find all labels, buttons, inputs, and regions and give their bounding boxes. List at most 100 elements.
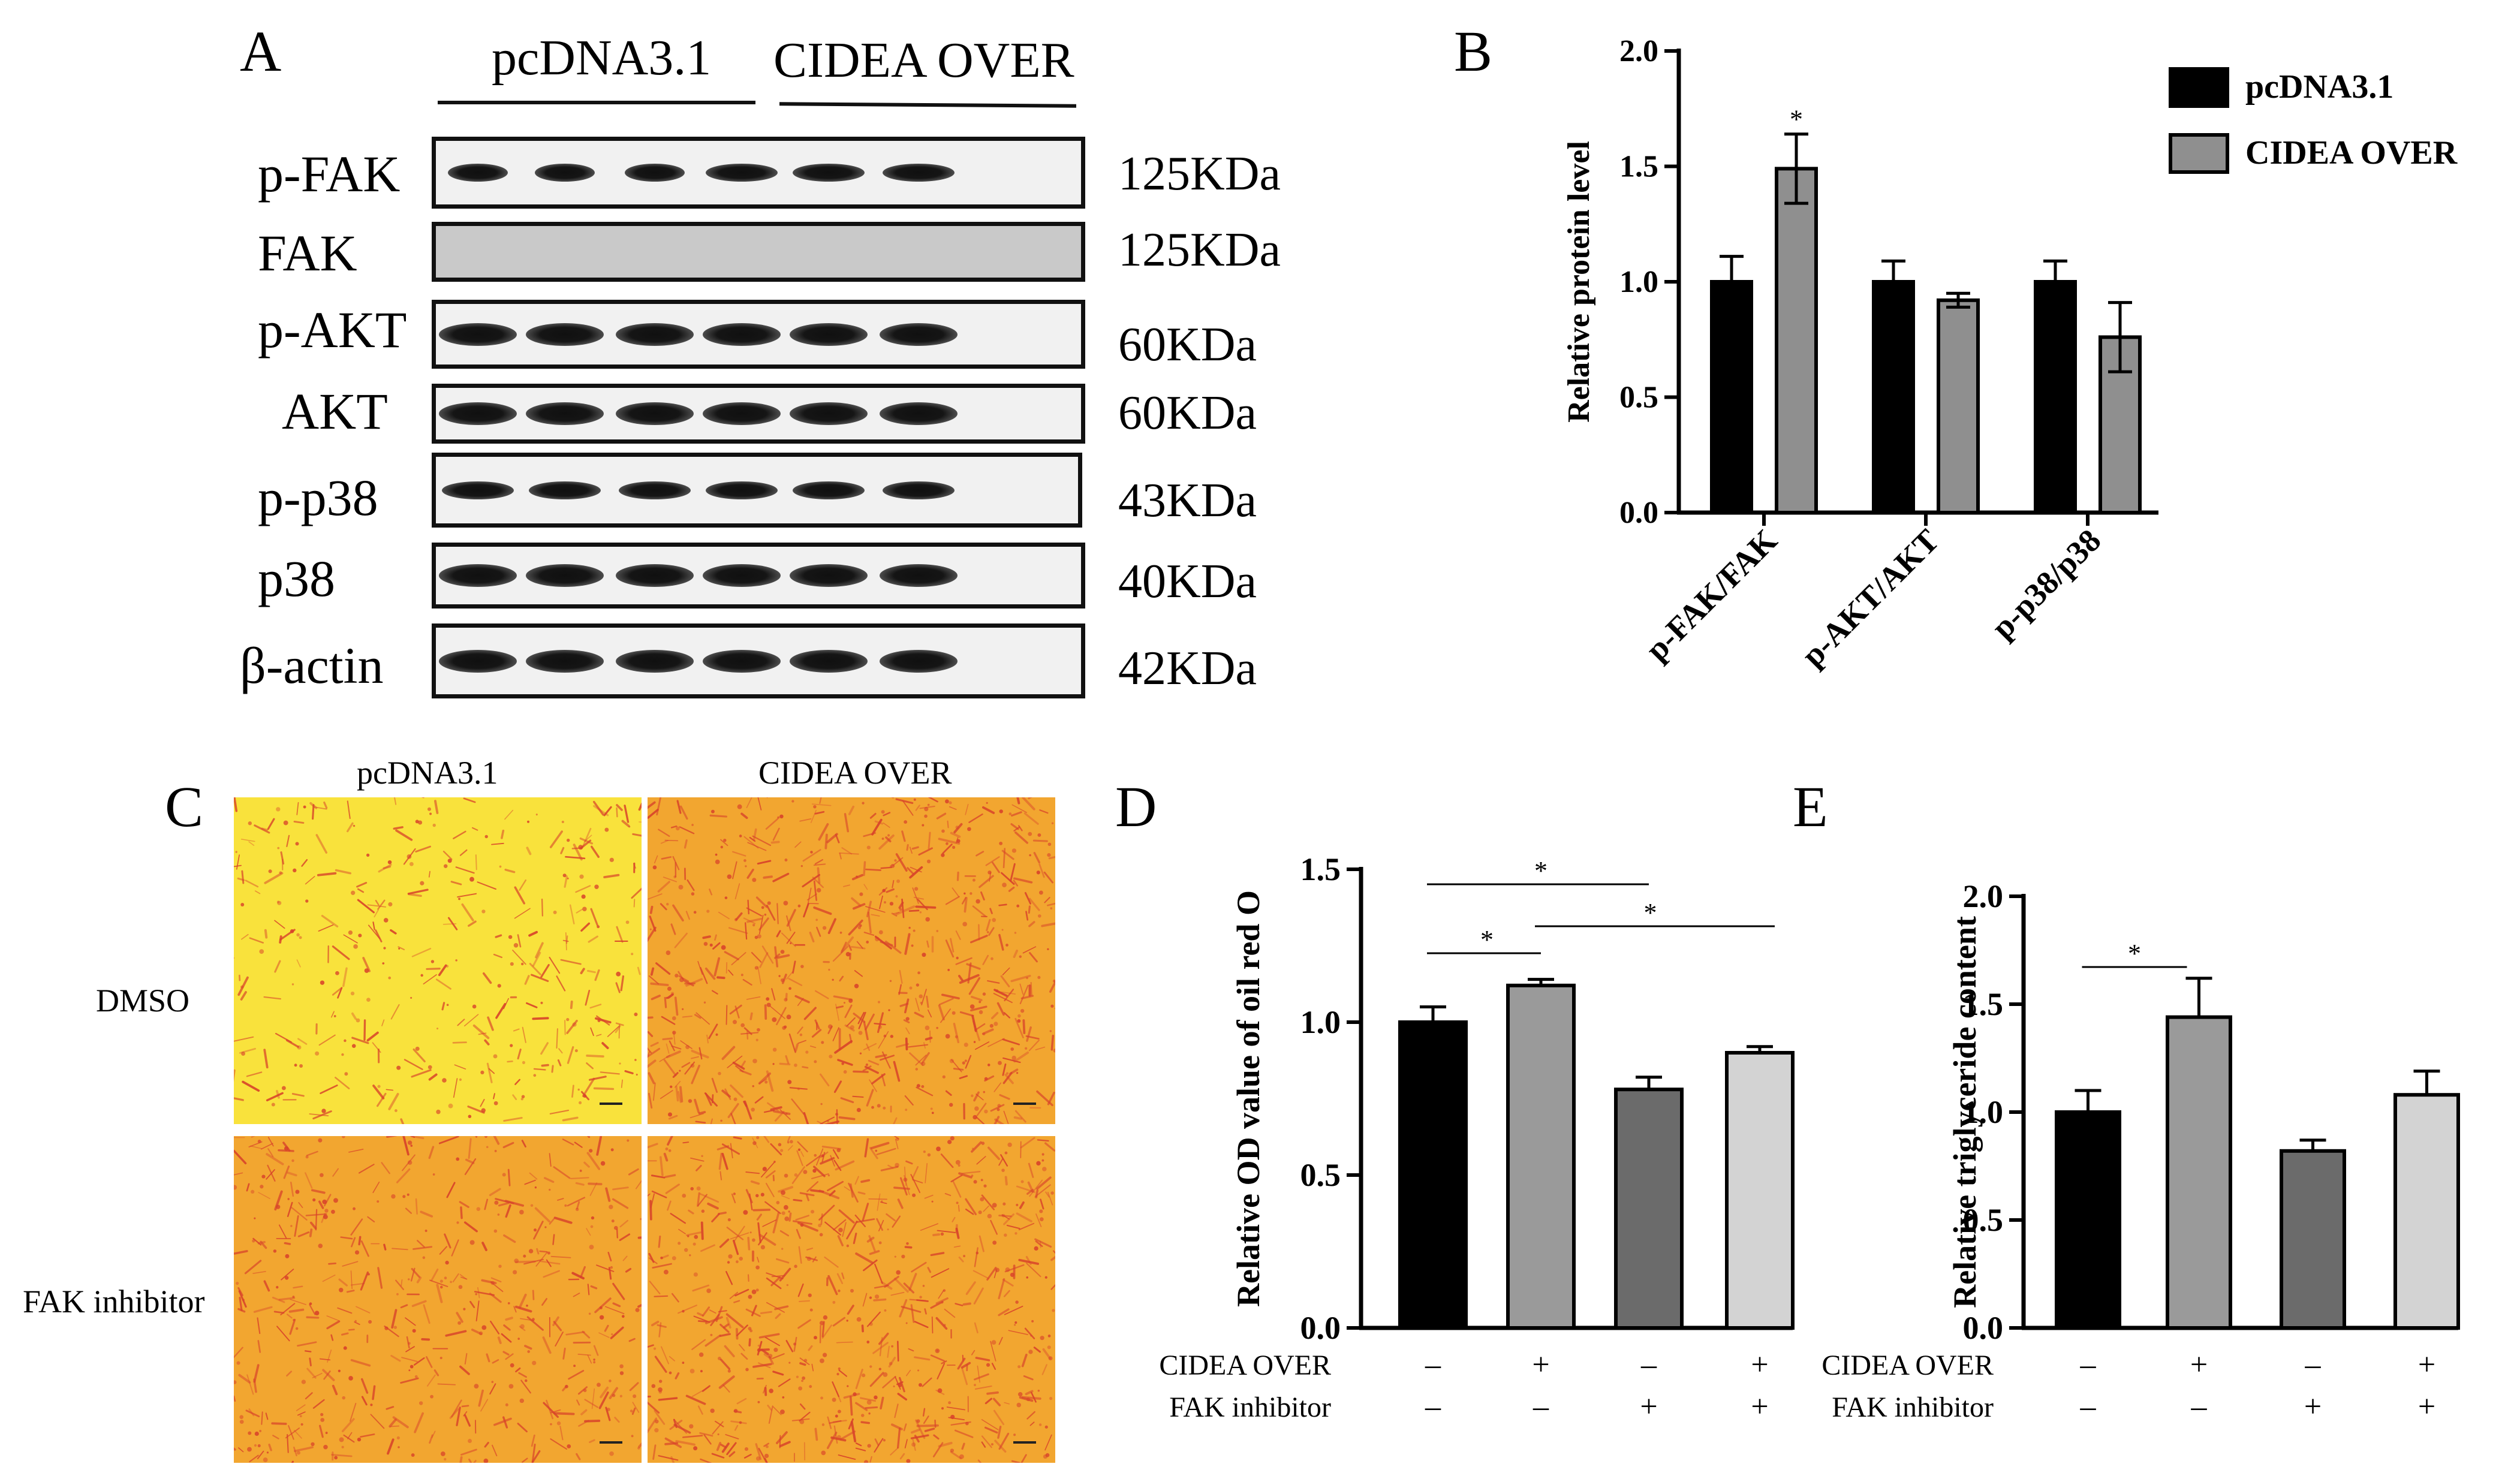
lipid-droplet	[950, 938, 955, 953]
lipid-droplet	[875, 936, 880, 942]
lipid-droplet	[986, 918, 991, 932]
lipid-droplet	[341, 1418, 355, 1432]
lipid-droplet	[925, 1025, 930, 1031]
lipid-droplet	[583, 1094, 587, 1098]
lipid-droplet	[249, 937, 264, 944]
lipid-droplet	[761, 1162, 775, 1178]
wb-band	[526, 564, 604, 587]
lipid-droplet	[718, 1071, 721, 1076]
lipid-droplet	[648, 809, 659, 819]
lipid-droplet	[797, 1040, 806, 1044]
lipid-droplet	[306, 1367, 317, 1379]
lipid-droplet	[787, 1136, 791, 1142]
lipid-droplet	[577, 1088, 580, 1091]
lipid-droplet	[704, 1093, 712, 1106]
lipid-droplet	[703, 1001, 706, 1004]
lipid-droplet	[941, 1360, 947, 1364]
lipid-droplet	[849, 1396, 853, 1416]
lipid-droplet	[604, 827, 609, 832]
lipid-droplet	[965, 1281, 976, 1296]
lipid-droplet	[959, 1011, 974, 1017]
lipid-droplet	[709, 1309, 716, 1314]
lipid-droplet	[609, 1204, 613, 1209]
lipid-droplet	[497, 984, 501, 988]
lipid-droplet	[549, 1218, 555, 1225]
lipid-droplet	[367, 904, 387, 908]
lipid-droplet	[1011, 811, 1022, 817]
lipid-droplet	[561, 820, 564, 824]
lipid-droplet	[1022, 946, 1037, 954]
lipid-droplet	[707, 1202, 719, 1210]
lipid-droplet	[981, 1419, 999, 1430]
lipid-droplet	[300, 1423, 303, 1426]
lipid-droplet	[484, 1198, 489, 1210]
lipid-droplet	[590, 1225, 594, 1228]
lipid-droplet	[587, 1354, 592, 1364]
lipid-droplet	[582, 1330, 591, 1339]
lipid-droplet	[850, 1025, 854, 1030]
lipid-droplet	[760, 1192, 764, 1197]
lipid-droplet	[854, 1215, 866, 1227]
lipid-droplet	[539, 1260, 561, 1265]
lipid-droplet	[893, 1186, 910, 1190]
lipid-droplet	[521, 1140, 526, 1148]
lipid-droplet	[1010, 974, 1031, 983]
lipid-droplet	[416, 1276, 422, 1284]
lipid-droplet	[258, 1192, 270, 1200]
lipid-droplet	[576, 1399, 580, 1406]
lipid-droplet	[772, 1017, 777, 1022]
wb-protein-label: β-actin	[240, 637, 384, 694]
lipid-droplet	[482, 972, 492, 984]
lipid-droplet	[444, 1233, 451, 1249]
wb-band	[616, 564, 694, 587]
lipid-droplet	[290, 929, 294, 933]
lipid-droplet	[674, 1080, 681, 1088]
lipid-droplet	[1014, 1232, 1017, 1235]
lipid-droplet	[333, 1198, 338, 1203]
lipid-droplet	[803, 1358, 808, 1362]
lipid-droplet	[671, 1045, 682, 1050]
lipid-droplet	[751, 1305, 757, 1317]
lipid-droplet	[408, 1369, 411, 1372]
lipid-droplet	[468, 1458, 472, 1463]
lipid-droplet	[680, 1040, 693, 1049]
lipid-droplet	[755, 1443, 762, 1460]
lipid-droplet	[810, 851, 813, 854]
lipid-droplet	[987, 1213, 992, 1219]
lipid-droplet	[410, 1267, 416, 1282]
micro-texture	[648, 1136, 1055, 1463]
lipid-droplet	[597, 1019, 601, 1023]
lipid-droplet	[567, 1197, 586, 1207]
lipid-droplet	[596, 1015, 610, 1026]
lipid-droplet	[959, 1075, 968, 1079]
wb-molecular-weight: 40KDa	[1118, 555, 1257, 608]
lipid-droplet	[999, 809, 1003, 814]
lipid-droplet	[974, 1247, 979, 1267]
lipid-droplet	[720, 1444, 727, 1448]
lipid-droplet	[740, 1353, 748, 1360]
lipid-droplet	[293, 868, 297, 872]
lipid-droplet	[430, 1268, 439, 1282]
lipid-droplet	[883, 901, 886, 904]
lipid-droplet	[1006, 1224, 1020, 1230]
lipid-droplet	[666, 1043, 670, 1054]
lipid-droplet	[710, 1333, 713, 1336]
lipid-droplet	[284, 1242, 291, 1245]
lipid-droplet	[459, 1456, 463, 1463]
lipid-droplet	[550, 1423, 552, 1426]
lipid-droplet	[490, 1277, 502, 1283]
lipid-droplet	[700, 1221, 704, 1240]
lipid-droplet	[456, 1221, 459, 1224]
lipid-droplet	[921, 1085, 925, 1088]
lipid-droplet	[1029, 854, 1031, 857]
lipid-droplet	[729, 1291, 739, 1299]
lipid-droplet	[832, 1149, 839, 1159]
lipid-droplet	[784, 1025, 787, 1029]
lipid-droplet	[314, 1311, 320, 1316]
lipid-droplet	[734, 1005, 740, 1019]
lipid-droplet	[611, 1219, 615, 1223]
lipid-droplet	[914, 887, 919, 891]
lipid-droplet	[997, 1104, 1001, 1108]
lipid-droplet	[779, 1230, 790, 1237]
lipid-droplet	[562, 1347, 566, 1360]
